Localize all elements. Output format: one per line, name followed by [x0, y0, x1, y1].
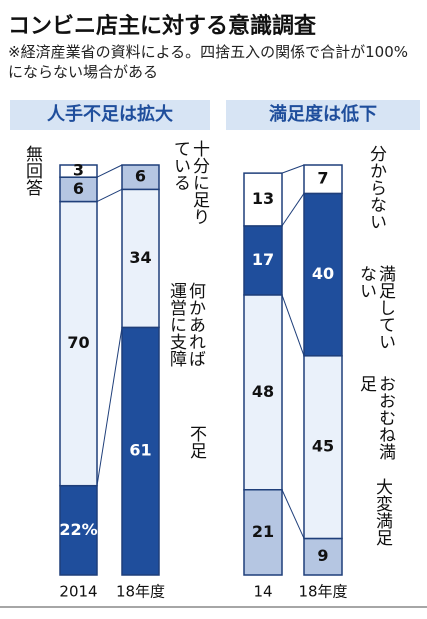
- connector: [281, 294, 305, 356]
- connector: [281, 164, 305, 174]
- connector: [96, 164, 123, 178]
- legend-label: 大変満足: [372, 478, 392, 546]
- data-label: 45: [312, 437, 334, 456]
- bar-segment: [59, 164, 98, 178]
- data-label: 70: [67, 333, 89, 352]
- data-label: 22%: [59, 520, 97, 539]
- x-tick-label: 2014: [59, 583, 97, 601]
- connector: [281, 193, 305, 227]
- data-label: 17: [252, 250, 274, 269]
- connector: [96, 188, 123, 202]
- bar-segment: [243, 225, 283, 296]
- data-label: 40: [312, 264, 334, 283]
- data-label: 7: [317, 169, 328, 188]
- bar-segment: [243, 172, 283, 227]
- bar-segment: [303, 537, 343, 576]
- legend-label: 十分に足りている: [170, 140, 209, 225]
- x-tick-label: 18年度: [116, 583, 165, 601]
- x-tick-label: 14: [253, 583, 272, 601]
- legend-label: 無回答: [22, 145, 42, 196]
- bar-segment: [303, 192, 343, 357]
- data-label: 21: [252, 522, 274, 541]
- bar-segment: [121, 326, 160, 576]
- title: コンビニ店主に対する意識調査: [8, 14, 317, 39]
- data-label: 6: [135, 167, 146, 186]
- legend-label: 何かあれば運営に支障: [166, 282, 205, 367]
- data-label: 61: [129, 441, 151, 460]
- bar-segment: [59, 484, 98, 576]
- bar-segment: [243, 294, 283, 491]
- chart-title: 満足度は低下: [226, 100, 420, 130]
- data-label: 48: [252, 382, 274, 401]
- bar-segment: [303, 164, 343, 195]
- legend-label: 分からない: [366, 145, 386, 230]
- legend-label: 不足: [186, 425, 206, 459]
- connector: [281, 489, 305, 539]
- data-label: 13: [252, 189, 274, 208]
- data-label: 3: [73, 161, 84, 180]
- data-label: 34: [129, 248, 151, 267]
- bar-segment: [121, 188, 160, 329]
- data-label: 6: [73, 179, 84, 198]
- legend-label: 満足していない: [356, 265, 395, 350]
- note: ※経済産業省の資料による。四捨五入の関係で合計が100%にならない場合がある: [8, 43, 409, 81]
- bar-segment: [59, 200, 98, 487]
- bar-segment: [243, 489, 283, 576]
- data-label: 9: [317, 546, 328, 565]
- bar-segment: [303, 355, 343, 540]
- x-tick-label: 18年度: [298, 583, 347, 601]
- bar-segment: [121, 164, 160, 191]
- chart-title: 人手不足は拡大: [10, 100, 210, 130]
- connector: [96, 327, 123, 486]
- legend-label: おおむね満足: [356, 375, 395, 460]
